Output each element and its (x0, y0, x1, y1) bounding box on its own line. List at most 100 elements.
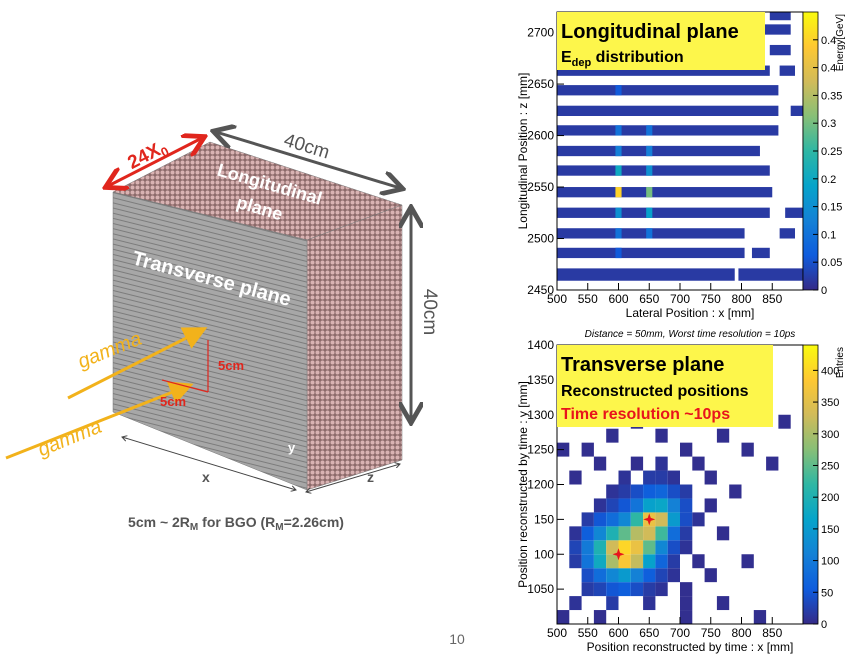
heatmap-cell (738, 268, 803, 281)
heatmap-cell (615, 228, 622, 239)
heatmap-cell (655, 526, 668, 541)
heatmap-cell (655, 498, 668, 513)
heatmap-cell (655, 540, 668, 555)
x-axis-title: Position reconstructed by time : x [mm] (587, 640, 794, 654)
detector-diagram: 24X0 40cm Longitudinal plane Transverse … (5, 130, 440, 533)
heatmap-cell (630, 554, 644, 569)
heatmap-cell (581, 526, 594, 541)
heatmap-cell (569, 540, 582, 555)
axis-x-label: x (202, 469, 210, 485)
heatmap-cell (557, 145, 760, 157)
y-tick-label: 2600 (527, 129, 554, 143)
heatmap-cell (643, 498, 656, 513)
side-face (306, 204, 403, 491)
heatmap-cell (643, 540, 656, 555)
heatmap-cell (557, 85, 779, 96)
heatmap-cell (785, 207, 803, 218)
heatmap-cell (680, 596, 693, 611)
title-box (557, 12, 765, 70)
heatmap-cell (692, 554, 705, 569)
heatmap-cell (646, 145, 653, 157)
y-tick-label: 2500 (527, 232, 554, 246)
heatmap-cell (630, 512, 644, 527)
heatmap-cell (680, 484, 693, 499)
x-dimension (122, 437, 296, 490)
heatmap-cell (618, 526, 631, 541)
chart-title: Longitudinal plane (561, 21, 739, 43)
heatmap-cell (667, 540, 680, 555)
heatmap-cell (569, 470, 582, 485)
heatmap-cell (655, 470, 668, 485)
x-tick-label: 550 (578, 626, 598, 640)
y-tick-label: 150 (534, 512, 554, 526)
colorbar-tick-label: 0.3 (821, 118, 836, 130)
heatmap-cell (667, 484, 680, 499)
heatmap-cell (606, 596, 619, 611)
page-number: 10 (449, 631, 465, 647)
colorbar (802, 344, 819, 625)
colorbar-tick-label: 0.25 (821, 146, 842, 158)
heatmap-cell (655, 456, 668, 471)
heatmap-cell (790, 105, 803, 116)
heatmap-cell (643, 470, 656, 485)
heatmap-cell (778, 414, 791, 429)
heatmap-cell (680, 540, 693, 555)
chart-subtitle: Edep distribution (561, 49, 684, 69)
heatmap-cell (630, 498, 644, 513)
heatmap-cell (593, 526, 607, 541)
heatmap-cell (581, 582, 594, 597)
x-tick-label: 650 (639, 626, 659, 640)
heatmap-cell (655, 568, 668, 583)
heatmap-cell (692, 512, 705, 527)
colorbar-tick-label: 0 (821, 619, 827, 631)
heatmap-cell (667, 568, 680, 583)
caption-part: for BGO (R (198, 514, 275, 530)
heatmap-cell (667, 470, 680, 485)
chart-subtitle: Reconstructed positions (561, 383, 749, 400)
cell-y-label: 5cm (218, 358, 244, 373)
heatmap-cell (646, 165, 653, 176)
heatmap-cell (606, 498, 619, 513)
heatmap-cell (557, 207, 770, 218)
diagram-caption: 5cm ~ 2RM for BGO (RM=2.26cm) (128, 514, 344, 533)
heatmap-cell (643, 526, 656, 541)
heatmap-cell (643, 568, 656, 583)
heatmap-cell (646, 207, 653, 218)
z-dimension (306, 464, 400, 492)
colorbar-title: Entries (835, 347, 846, 378)
heatmap-cell (630, 456, 644, 471)
front-face (112, 191, 308, 491)
heatmap-cell (615, 247, 622, 259)
heatmap-cell (581, 512, 594, 527)
colorbar-tick-label: 200 (821, 492, 839, 504)
heatmap-cell (729, 484, 742, 499)
heatmap-cell (593, 512, 607, 527)
heatmap-cell (655, 484, 668, 499)
cell-x-label: 5cm (160, 394, 186, 409)
heatmap-cell (646, 125, 653, 136)
heatmap-cell (557, 268, 735, 281)
heatmap-cell (741, 442, 754, 457)
colorbar-tick-label: 0 (821, 285, 827, 297)
heatmap-cell (716, 596, 730, 611)
y-tick-label: 1050 (527, 582, 554, 596)
heatmap-cell (741, 554, 754, 569)
caption-part: 5cm ~ 2R (128, 514, 190, 530)
heatmap-cell (680, 526, 693, 541)
heatmap-cell (593, 610, 607, 624)
y-tick-label: 2700 (527, 26, 554, 40)
heatmap-cell (593, 582, 607, 597)
x-axis-title: Lateral Position : x [mm] (626, 306, 755, 320)
beam-arrow (67, 327, 208, 400)
heatmap-cell (618, 540, 631, 555)
heatmap-cell (615, 165, 622, 176)
heatmap-cell (606, 526, 619, 541)
heatmap-cell (593, 498, 607, 513)
colorbar-tick-label: 0.35 (821, 90, 842, 102)
heatmap-cell (766, 456, 779, 471)
heatmap-cell (606, 428, 619, 443)
heatmap-cell (655, 428, 668, 443)
y-tick-label: 1350 (527, 373, 554, 387)
colorbar-tick-label: 100 (821, 556, 839, 568)
heatmap-cell (593, 554, 607, 569)
